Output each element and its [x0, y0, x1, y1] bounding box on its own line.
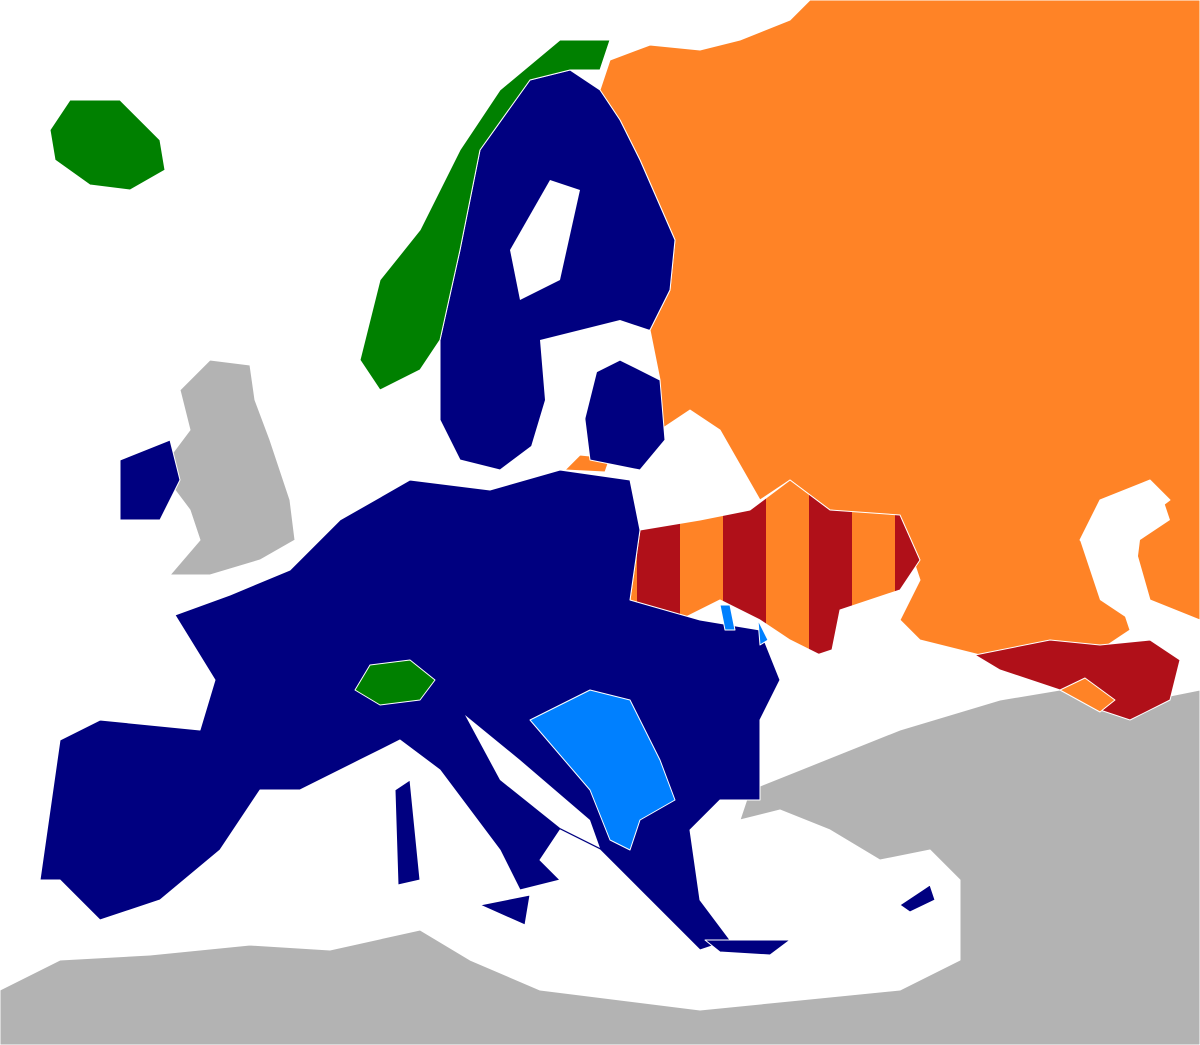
water-bodies [465, 180, 1170, 848]
region-sardinia-corsica [394, 779, 421, 886]
region-moldova-east [757, 619, 769, 646]
region-switzerland [354, 659, 436, 706]
region-western-balkans [529, 689, 676, 851]
region-cyprus [899, 884, 936, 913]
region-iceland [49, 99, 166, 191]
region-ireland [119, 439, 181, 521]
region-ukraine [629, 479, 921, 661]
region-caucasus [974, 639, 1181, 721]
region-baltic-states [579, 359, 666, 471]
region-sicily [479, 894, 531, 926]
region-great-britain [159, 359, 296, 576]
region-moldova-west [719, 604, 736, 631]
region-continental-europe [39, 469, 781, 951]
region-armenia [1059, 677, 1116, 713]
region-crete [704, 939, 791, 956]
region-norway [359, 39, 611, 391]
